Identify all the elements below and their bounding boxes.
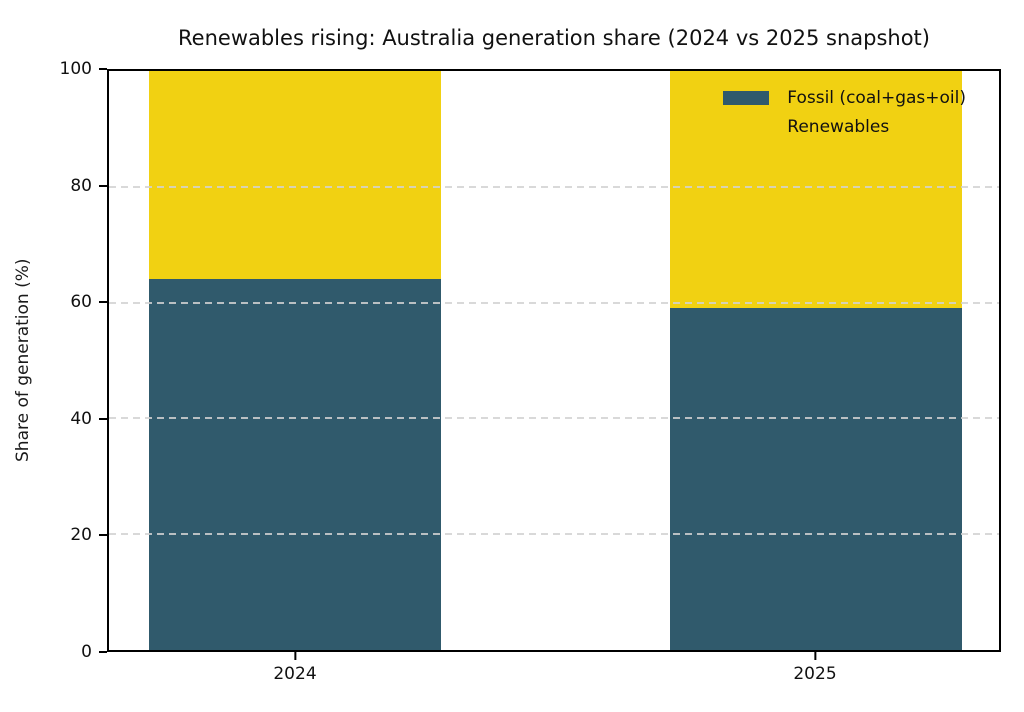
x-tick-2025: 2025 xyxy=(793,652,837,684)
y-tick-60: 60 xyxy=(70,292,107,312)
y-tick-20: 20 xyxy=(70,525,107,545)
legend-swatch-fossil xyxy=(723,91,770,105)
legend-swatch-renewables xyxy=(723,120,770,134)
y-tick-label: 60 xyxy=(70,292,92,313)
bar-segment-renewables-2025[interactable] xyxy=(670,71,962,309)
bar-segment-fossil-2024[interactable] xyxy=(149,279,441,650)
y-axis: 0 20 40 60 80 100 xyxy=(0,59,107,662)
legend: Fossil (coal+gas+oil) Renewables xyxy=(723,88,966,137)
y-tick-label: 20 xyxy=(70,525,92,546)
x-axis: 2024 2025 xyxy=(107,652,1001,696)
legend-label-renewables: Renewables xyxy=(787,117,890,137)
plot-area: Fossil (coal+gas+oil) Renewables xyxy=(107,69,1001,652)
y-tick-mark xyxy=(99,651,107,653)
y-tick-100: 100 xyxy=(60,59,107,79)
legend-row-renewables: Renewables xyxy=(723,117,966,137)
bar-segment-fossil-2025[interactable] xyxy=(670,308,962,650)
chart-title: Renewables rising: Australia generation … xyxy=(178,26,930,50)
bar-2024[interactable] xyxy=(149,71,441,650)
y-tick-mark xyxy=(99,534,107,537)
legend-label-fossil: Fossil (coal+gas+oil) xyxy=(787,88,966,108)
y-tick-label: 40 xyxy=(70,408,92,429)
y-tick-label: 0 xyxy=(81,642,92,662)
y-tick-0: 0 xyxy=(81,642,107,662)
y-tick-mark xyxy=(99,301,107,304)
y-tick-40: 40 xyxy=(70,409,107,429)
y-tick-label: 80 xyxy=(70,175,92,196)
bar-segment-renewables-2024[interactable] xyxy=(149,71,441,280)
y-tick-mark xyxy=(99,68,107,70)
x-tick-label: 2025 xyxy=(793,664,837,684)
x-tick-label: 2024 xyxy=(273,664,317,684)
y-tick-80: 80 xyxy=(70,176,107,196)
y-tick-label: 100 xyxy=(59,59,92,79)
x-tick-mark xyxy=(813,652,816,660)
bar-2025[interactable] xyxy=(670,71,962,650)
y-tick-mark xyxy=(99,417,107,420)
x-tick-2024: 2024 xyxy=(273,652,317,684)
x-tick-mark xyxy=(293,652,296,660)
legend-row-fossil: Fossil (coal+gas+oil) xyxy=(723,88,966,108)
y-tick-mark xyxy=(99,184,107,187)
